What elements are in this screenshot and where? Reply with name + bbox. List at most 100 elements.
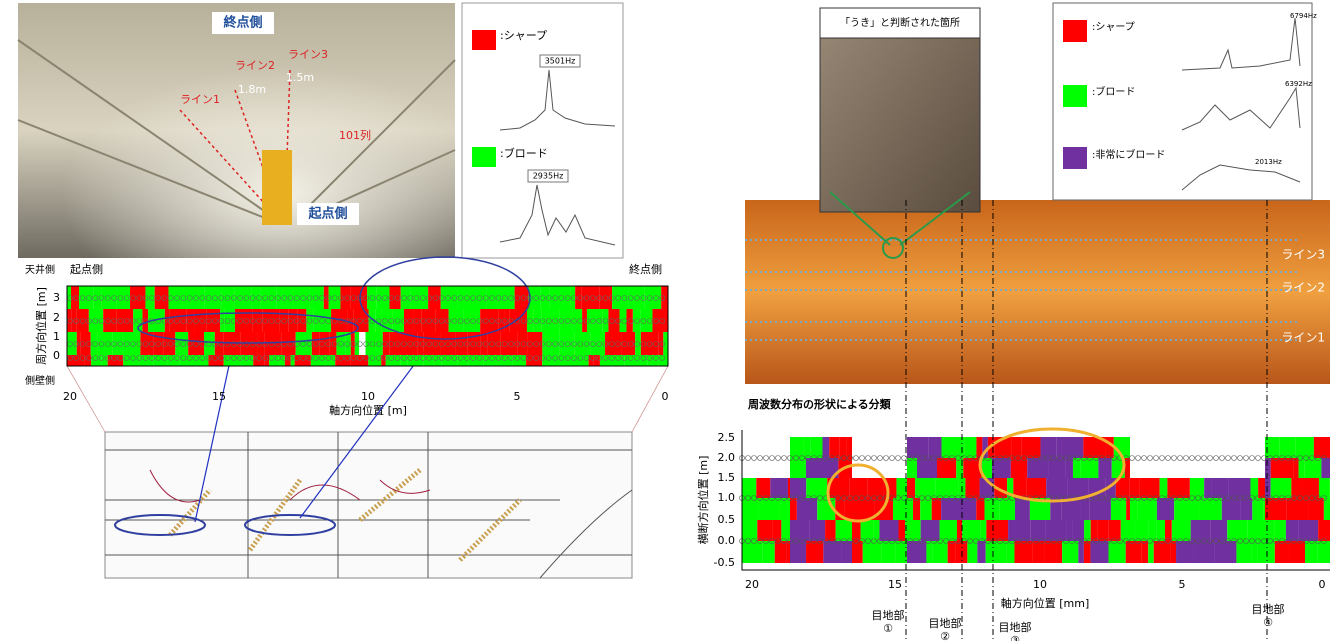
legend-label: :シャープ <box>1092 21 1135 33</box>
cell <box>829 437 839 458</box>
cell <box>329 332 336 355</box>
cell <box>351 332 355 355</box>
cell <box>1291 478 1302 498</box>
cell <box>1139 478 1151 498</box>
cell <box>1290 541 1305 563</box>
point <box>1136 456 1141 461</box>
cell <box>1279 437 1296 458</box>
cell <box>1314 437 1330 458</box>
point <box>770 456 775 461</box>
cell <box>1014 541 1032 563</box>
cell <box>575 286 581 309</box>
cell <box>907 498 913 520</box>
cell <box>1211 478 1228 498</box>
label: 101列 <box>339 128 371 142</box>
cell <box>1045 541 1057 563</box>
cell <box>893 498 907 520</box>
label: ライン3 <box>288 48 328 61</box>
y-tick-label: 1.0 <box>718 491 736 504</box>
y-axis-label: 周方向位置 [m] <box>34 287 48 365</box>
point <box>1142 456 1147 461</box>
cell <box>1008 520 1030 541</box>
point <box>746 456 751 461</box>
cell <box>404 309 413 332</box>
cell <box>1022 437 1041 458</box>
cell <box>215 332 224 355</box>
cell <box>1204 478 1211 498</box>
cell <box>867 478 883 498</box>
point <box>1178 456 1183 461</box>
cell <box>169 309 187 332</box>
cell <box>874 520 880 541</box>
cell <box>882 541 896 563</box>
cell <box>1015 498 1030 520</box>
axis-note: 起点側 <box>70 263 103 276</box>
cell <box>932 541 947 563</box>
cell <box>1275 541 1290 563</box>
cell <box>976 498 984 520</box>
cell <box>1080 498 1089 520</box>
cell <box>155 286 169 309</box>
cell <box>313 309 331 332</box>
cell <box>1236 541 1251 563</box>
cell <box>1130 520 1135 541</box>
cell <box>340 286 350 309</box>
cell <box>1252 498 1263 520</box>
cell <box>123 332 140 355</box>
cell <box>1151 478 1160 498</box>
legend-swatch <box>472 30 496 50</box>
cell <box>932 498 941 520</box>
cell <box>1305 541 1317 563</box>
cell <box>1191 520 1211 541</box>
cell <box>1287 498 1308 520</box>
y-axis-label: 横断方向位置 [m] <box>696 456 710 545</box>
cell <box>1097 520 1109 541</box>
point <box>1232 456 1237 461</box>
y-tick-label: 2.0 <box>718 451 736 464</box>
x-axis-label: 軸方向位置 [mm] <box>1001 596 1090 610</box>
cell <box>790 541 806 563</box>
point <box>776 456 781 461</box>
cell <box>204 332 215 355</box>
cell <box>756 478 770 498</box>
cell <box>917 458 937 478</box>
cell <box>515 286 529 309</box>
cell <box>852 478 867 498</box>
peak-label: 2013Hz <box>1255 158 1282 166</box>
x-tick-label: 15 <box>888 578 902 591</box>
cell <box>1126 498 1130 520</box>
tunnel-photo <box>18 3 455 258</box>
point <box>1244 456 1249 461</box>
cell <box>806 541 823 563</box>
cell <box>1250 478 1258 498</box>
peak-label: 2935Hz <box>533 172 564 181</box>
cell <box>757 520 772 541</box>
legend-label: :シャープ <box>500 29 547 42</box>
joint-label: 目地部 <box>999 620 1032 634</box>
cell <box>999 498 1015 520</box>
point <box>1214 456 1219 461</box>
cell <box>763 541 775 563</box>
cell <box>1298 520 1318 541</box>
cell <box>1171 541 1176 563</box>
point <box>866 456 871 461</box>
cell <box>484 309 498 332</box>
cell <box>896 541 907 563</box>
cell <box>1109 520 1121 541</box>
cell <box>1062 437 1083 458</box>
cell <box>1157 498 1174 520</box>
cell <box>869 541 882 563</box>
cell <box>1265 498 1287 520</box>
cell <box>1068 478 1089 498</box>
cell <box>1264 498 1265 520</box>
peak-label: 6392Hz <box>1285 80 1312 88</box>
cell <box>861 520 874 541</box>
cell <box>1190 478 1204 498</box>
cell <box>652 309 668 332</box>
cell <box>116 286 130 309</box>
cell <box>1172 520 1191 541</box>
cell <box>1130 498 1138 520</box>
cell <box>852 520 861 541</box>
cell <box>926 541 932 563</box>
cell <box>497 286 514 309</box>
